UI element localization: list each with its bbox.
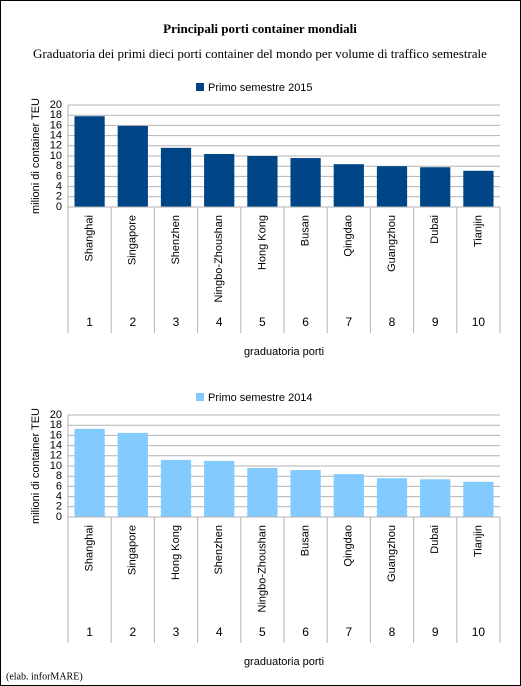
y-tick-label: 4 (56, 491, 62, 503)
legend-label: Primo semestre 2014 (208, 392, 313, 404)
title: Principali porti container mondiali (163, 21, 357, 36)
y-axis-label: milioni di container TEU (30, 408, 42, 524)
rank-label: 2 (129, 315, 136, 329)
bar (204, 153, 235, 207)
x-tick-label: Shanghai (84, 215, 96, 262)
rank-label: 4 (216, 315, 223, 329)
rank-label: 3 (173, 625, 180, 639)
y-tick-label: 6 (56, 480, 62, 492)
x-axis-label: graduatoria porti (244, 656, 324, 668)
y-tick-label: 16 (50, 429, 62, 441)
y-tick-label: 2 (56, 501, 62, 513)
x-axis-label: graduatoria porti (244, 346, 324, 358)
x-tick-label: Qingdao (343, 215, 355, 257)
rank-label: 9 (432, 625, 439, 639)
x-tick-label: Tianjin (472, 215, 484, 247)
rank-label: 9 (432, 315, 439, 329)
rank-label: 1 (86, 625, 93, 639)
bar (74, 428, 105, 517)
x-tick-label: Guangzhou (386, 215, 398, 272)
bar (290, 158, 321, 207)
bar (117, 432, 148, 517)
bar (247, 156, 278, 207)
bar (290, 470, 321, 517)
rank-label: 3 (173, 315, 180, 329)
rank-label: 8 (389, 625, 396, 639)
y-tick-label: 10 (50, 460, 62, 472)
legend-swatch (196, 83, 204, 91)
rank-label: 4 (216, 625, 223, 639)
y-tick-label: 20 (50, 409, 62, 421)
y-tick-label: 6 (56, 170, 62, 182)
rank-label: 5 (259, 315, 266, 329)
bar (463, 170, 494, 207)
y-tick-label: 2 (56, 191, 62, 203)
bar (463, 481, 494, 517)
subtitle: Graduatoria dei primi dieci porti contai… (33, 46, 487, 61)
y-tick-label: 20 (50, 99, 62, 111)
x-tick-label: Singapore (127, 525, 139, 575)
bar (204, 460, 235, 517)
y-tick-label: 16 (50, 119, 62, 131)
bar (74, 116, 105, 207)
y-tick-label: 18 (50, 109, 62, 121)
x-tick-label: Ningbo-Zhoushan (213, 215, 225, 302)
x-tick-label: Busan (300, 215, 312, 246)
rank-label: 2 (129, 625, 136, 639)
bar (420, 479, 451, 517)
x-tick-label: Shenzhen (170, 215, 182, 265)
y-tick-label: 14 (50, 130, 62, 142)
y-tick-label: 0 (56, 201, 62, 213)
bar (333, 164, 364, 207)
rank-label: 10 (472, 315, 486, 329)
bar (333, 474, 364, 517)
bar (117, 125, 148, 207)
x-tick-label: Ningbo-Zhoushan (256, 525, 268, 612)
rank-label: 10 (472, 625, 486, 639)
x-tick-label: Dubai (429, 525, 441, 554)
legend-label: Primo semestre 2015 (208, 82, 313, 94)
rank-label: 8 (389, 315, 396, 329)
x-tick-label: Qingdao (343, 525, 355, 567)
y-tick-label: 14 (50, 440, 62, 452)
bar (376, 166, 408, 207)
rank-label: 7 (345, 625, 352, 639)
rank-label: 1 (86, 315, 93, 329)
x-tick-label: Busan (300, 525, 312, 556)
y-tick-label: 12 (50, 140, 62, 152)
legend-swatch (196, 393, 204, 401)
x-tick-label: Hong Kong (170, 525, 182, 580)
y-tick-label: 4 (56, 181, 62, 193)
y-axis-label: milioni di container TEU (30, 98, 42, 214)
x-tick-label: Tianjin (472, 525, 484, 557)
rank-label: 6 (302, 315, 309, 329)
x-tick-label: Shanghai (84, 525, 96, 572)
x-tick-label: Guangzhou (386, 525, 398, 582)
bar (376, 478, 408, 517)
bar (160, 147, 192, 207)
y-tick-label: 8 (56, 160, 62, 172)
bar (247, 468, 278, 517)
rank-label: 6 (302, 625, 309, 639)
bar (160, 459, 192, 517)
y-tick-label: 8 (56, 470, 62, 482)
y-tick-label: 10 (50, 150, 62, 162)
x-tick-label: Shenzhen (213, 525, 225, 575)
y-tick-label: 0 (56, 511, 62, 523)
x-tick-label: Dubai (429, 215, 441, 244)
rank-label: 7 (345, 315, 352, 329)
note: (elab. inforMARE) (6, 671, 83, 682)
x-tick-label: Singapore (127, 215, 139, 265)
rank-label: 5 (259, 625, 266, 639)
y-tick-label: 12 (50, 450, 62, 462)
x-tick-label: Hong Kong (256, 215, 268, 270)
bar (420, 167, 451, 207)
y-tick-label: 18 (50, 419, 62, 431)
